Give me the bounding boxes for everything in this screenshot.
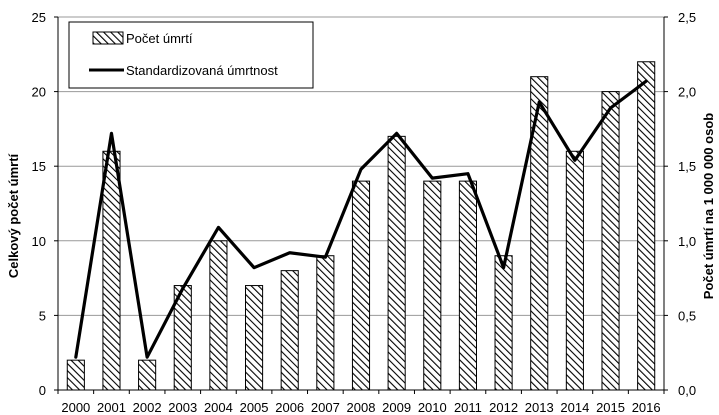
bar — [494, 255, 513, 391]
bar — [138, 359, 157, 391]
x-tick-label: 2004 — [204, 400, 233, 415]
bar — [66, 359, 85, 391]
x-tick-label: 2005 — [240, 400, 269, 415]
x-tick-label: 2015 — [596, 400, 625, 415]
x-tick-label: 2000 — [61, 400, 90, 415]
bar — [351, 180, 371, 391]
x-tick-label: 2011 — [454, 400, 482, 415]
y-tick-label-right: 0,5 — [678, 308, 696, 323]
bar — [280, 270, 299, 391]
bar — [601, 91, 620, 391]
bar — [637, 61, 656, 391]
bar — [316, 255, 335, 391]
y-tick-label-left: 5 — [39, 308, 46, 323]
y-axis-title-right: Počet úmrtí na 1 000 000 osob — [701, 113, 716, 299]
bar — [387, 135, 406, 391]
x-tick-label: 2002 — [133, 400, 162, 415]
y-axis-title-left: Celkový počet úmrtí — [6, 153, 21, 278]
y-tick-label-left: 25 — [32, 10, 46, 25]
y-tick-label-left: 10 — [32, 234, 46, 249]
bar — [458, 180, 477, 391]
bar — [209, 240, 228, 391]
x-tick-label: 2012 — [489, 400, 518, 415]
x-tick-label: 2013 — [525, 400, 554, 415]
x-tick-label: 2009 — [382, 400, 411, 415]
x-tick-label: 2006 — [275, 400, 304, 415]
x-tick-label: 2003 — [168, 400, 197, 415]
axes-layer — [54, 16, 668, 394]
grid-layer — [58, 16, 664, 316]
bar — [565, 150, 584, 391]
y-tick-label-right: 1,0 — [678, 234, 696, 249]
bar — [245, 285, 264, 391]
x-tick-label: 2010 — [418, 400, 447, 415]
ticks-layer: 0 5 10 15 20 25 0,0 0,5 1,0 1,5 2,0 2,5 2000 2001 2002… — [32, 10, 697, 415]
y-tick-label-right: 0,0 — [678, 383, 696, 398]
line-layer — [74, 79, 648, 359]
y-tick-label-left: 15 — [32, 159, 46, 174]
x-tick-label: 2008 — [347, 400, 376, 415]
y-tick-label-right: 2,0 — [678, 85, 696, 100]
bar — [423, 180, 442, 391]
legend-swatch-bars — [92, 31, 124, 45]
series-line — [74, 79, 648, 359]
bar — [102, 150, 121, 391]
x-tick-label: 2014 — [560, 400, 589, 415]
x-tick-label: 2001 — [97, 400, 126, 415]
legend-label-line: Standardizovaná úmrtnost — [126, 63, 278, 78]
y-tick-label-left: 20 — [32, 85, 46, 100]
x-tick-label: 2016 — [632, 400, 661, 415]
legend: Počet úmrtí Standardizovaná úmrtnost — [68, 21, 314, 89]
y-tick-label-right: 1,5 — [678, 159, 696, 174]
legend-label-bars: Počet úmrtí — [126, 31, 193, 46]
x-tick-label: 2007 — [311, 400, 340, 415]
y-tick-label-left: 0 — [39, 383, 46, 398]
y-tick-label-right: 2,5 — [678, 10, 696, 25]
